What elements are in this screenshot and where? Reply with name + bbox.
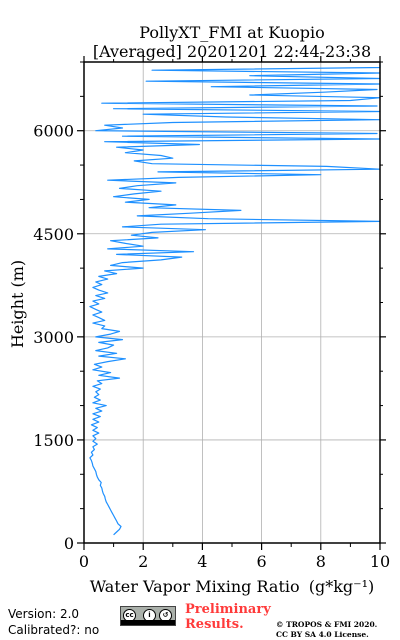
cc-license-badge: cc i ↺: [120, 606, 176, 626]
y-axis-label: Height (m): [8, 260, 27, 348]
badge-strip: [121, 620, 175, 625]
version-info: Version: 2.0 Calibrated?: no: [8, 606, 99, 638]
x-tick-label: 4: [197, 552, 207, 571]
y-tick-label: 3000: [33, 328, 74, 347]
x-tick-label: 2: [138, 552, 148, 571]
y-tick-label: 6000: [33, 122, 74, 141]
x-tick-label: 0: [79, 552, 89, 571]
by-icon: i: [143, 609, 156, 622]
y-tick-label: 1500: [33, 431, 74, 450]
copyright-notice: © TROPOS & FMI 2020. CC BY SA 4.0 Licens…: [276, 620, 377, 640]
preliminary-notice: Preliminary Results.: [185, 602, 271, 632]
version-label: Version: 2.0: [8, 607, 80, 621]
x-axis-label-text: Water Vapor Mixing Ratio: [90, 577, 300, 596]
profile-series: [89, 64, 381, 536]
y-tick-label: 0: [64, 534, 74, 553]
x-axis-label: Water Vapor Mixing Ratio (g*kg⁻¹): [90, 577, 375, 596]
preliminary-line-2: Results.: [185, 617, 244, 632]
copyright-line-1: © TROPOS & FMI 2020.: [276, 620, 378, 629]
profile-line: [89, 64, 381, 536]
calibrated-label: Calibrated?: no: [8, 623, 100, 637]
chart-title: PollyXT_FMI at Kuopio: [139, 23, 325, 42]
x-tick-label: 6: [257, 552, 267, 571]
y-tick-label: 4500: [33, 225, 74, 244]
x-axis-label-units: (g*kg⁻¹): [309, 577, 375, 596]
preliminary-line-1: Preliminary: [185, 602, 271, 617]
chart-subtitle: [Averaged] 20201201 22:44-23:38: [93, 42, 371, 61]
chart: PollyXT_FMI at Kuopio [Averaged] 2020120…: [8, 23, 390, 596]
y-axis: 0 1500 3000 4500 6000: [33, 61, 386, 553]
x-tick-label: 8: [316, 552, 326, 571]
x-tick-label: 10: [370, 552, 390, 571]
x-axis: 0 2 4 6 8 10: [79, 56, 390, 571]
grid: [84, 62, 380, 543]
cc-icon: cc: [123, 609, 136, 622]
copyright-line-2: CC BY SA 4.0 License.: [276, 630, 369, 639]
